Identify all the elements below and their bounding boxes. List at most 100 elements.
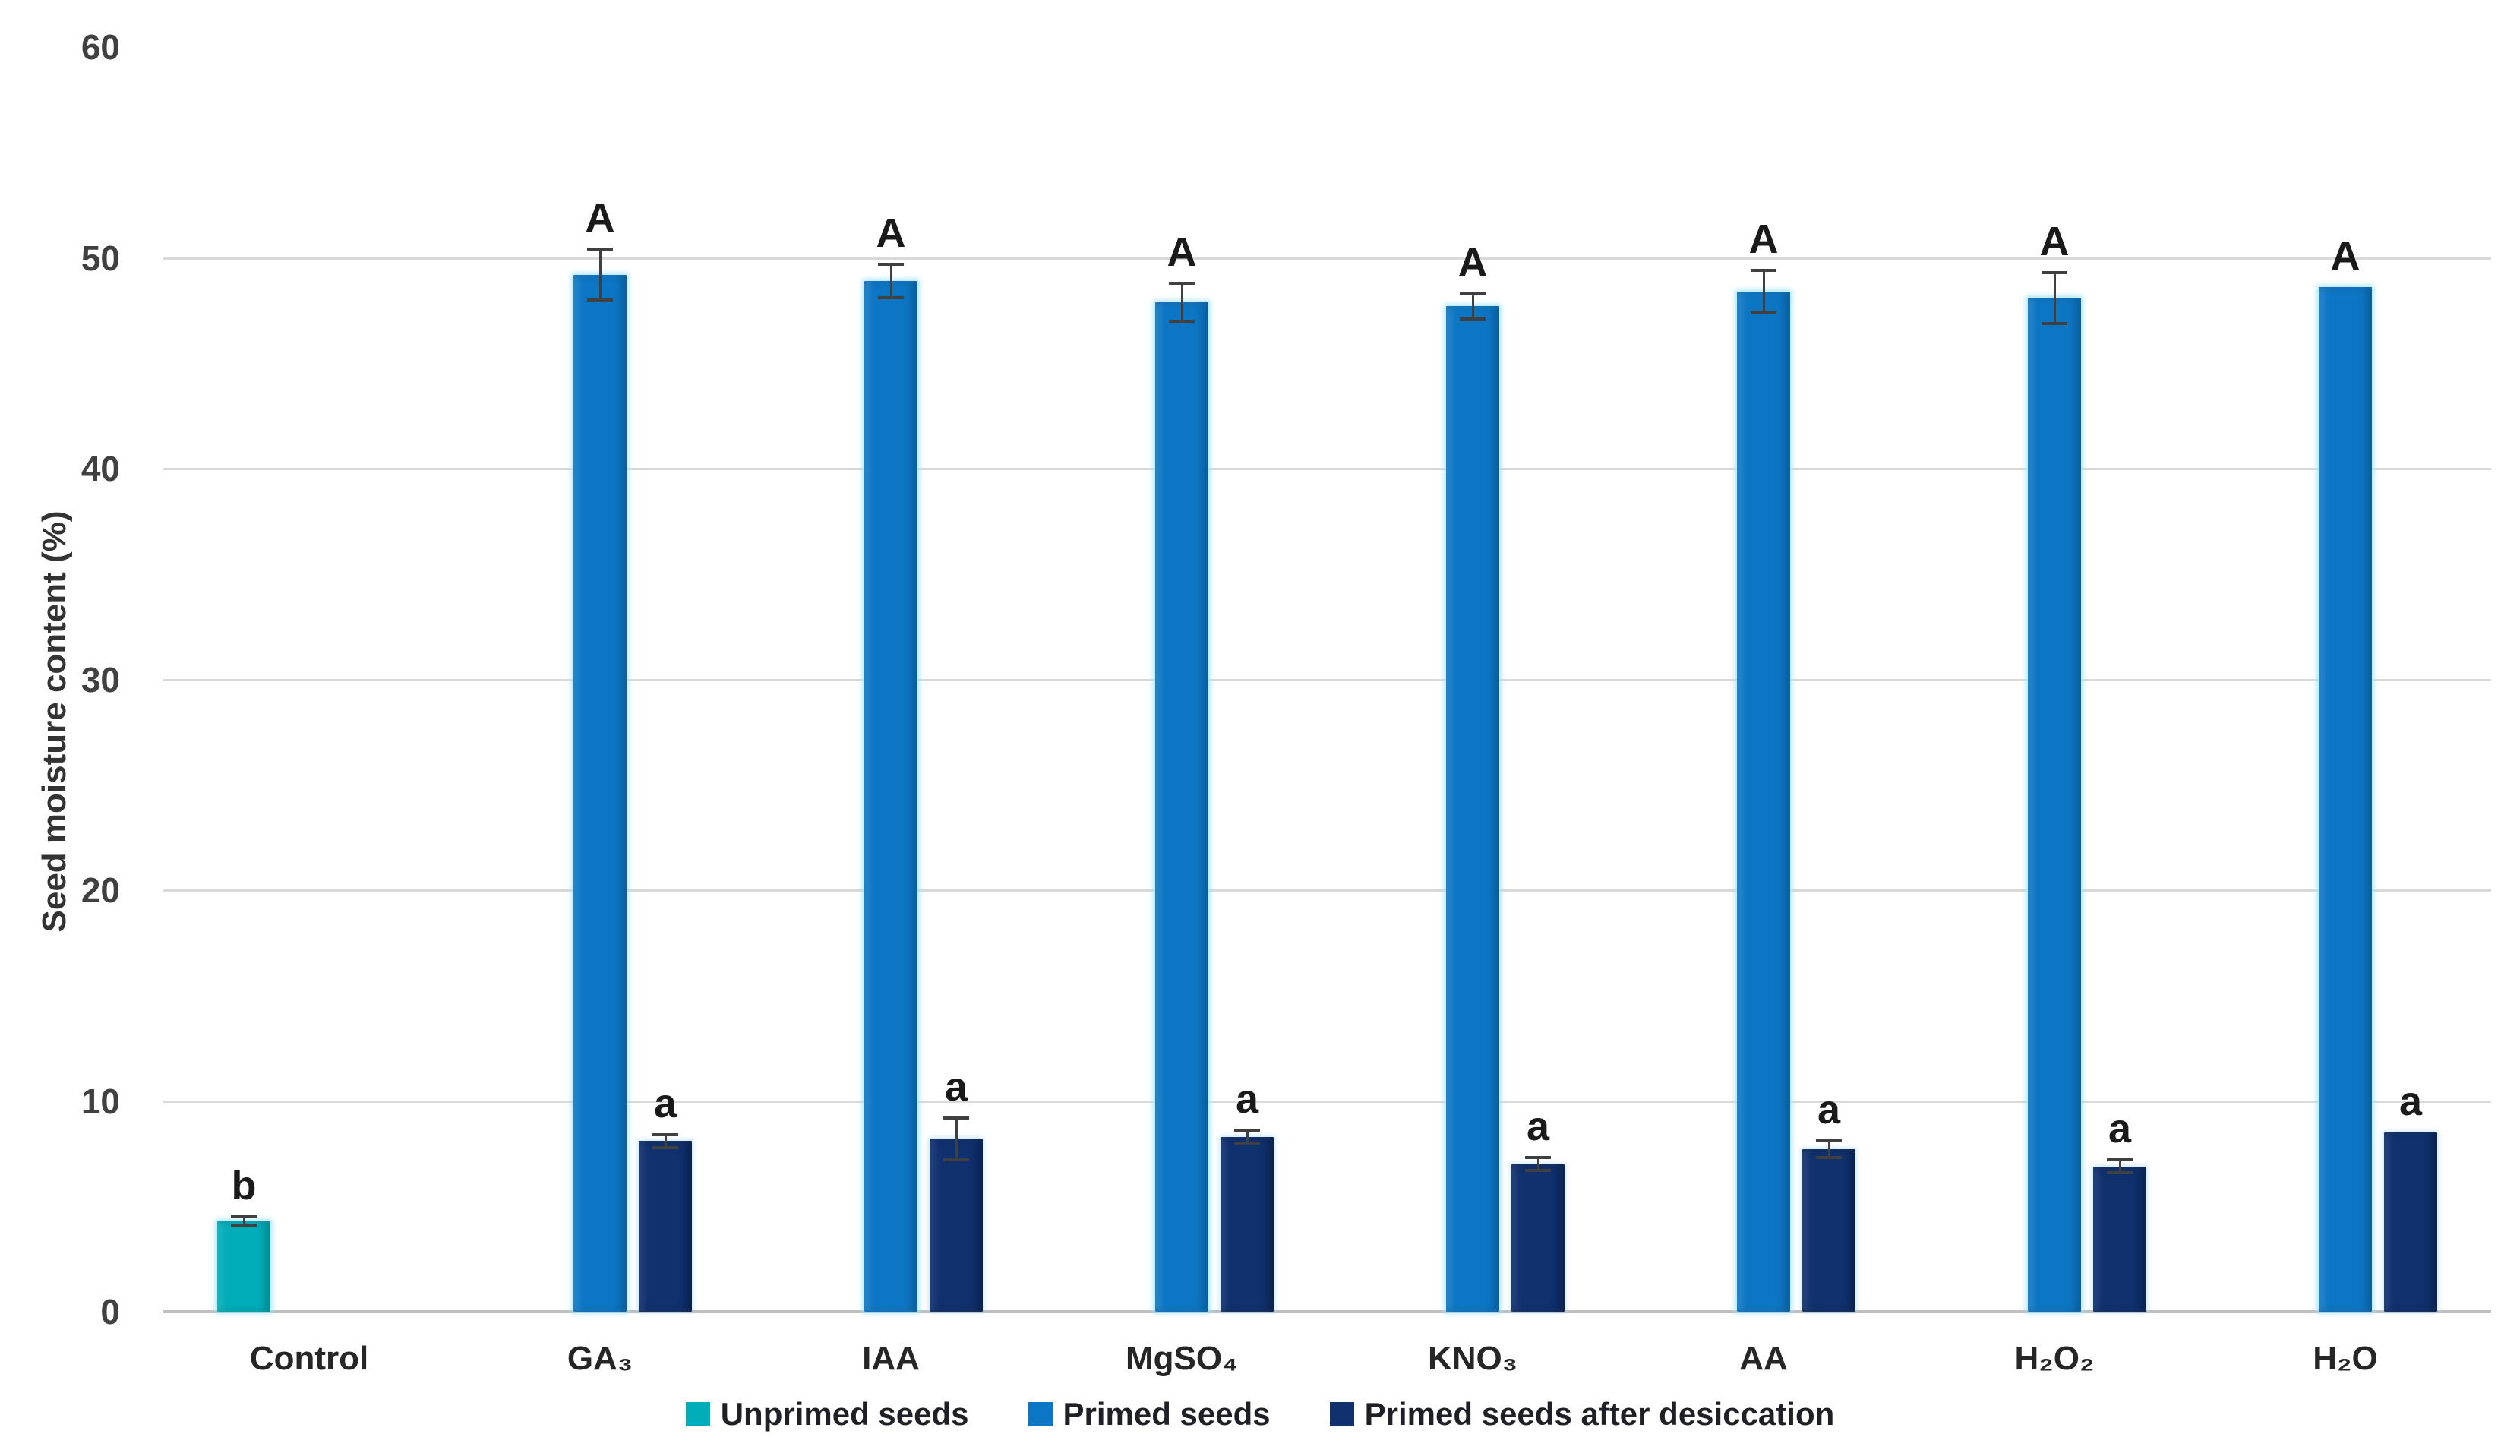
error-bar-cap [1234, 1142, 1260, 1145]
bar [2319, 287, 2372, 1312]
error-bar [1471, 293, 1474, 319]
x-axis-label: AA [1739, 1340, 1788, 1377]
legend-item: Primed seeds after desiccation [1329, 1396, 1835, 1432]
error-bar-cap [943, 1116, 969, 1120]
significance-letter: A [2039, 218, 2070, 264]
bar [1737, 291, 1790, 1312]
gridline [163, 257, 2491, 260]
error-bar-cap [1525, 1156, 1551, 1160]
significance-letter: A [585, 195, 615, 242]
error-bar-cap [1169, 319, 1195, 323]
significance-letter: A [1457, 239, 1488, 286]
significance-letter: a [944, 1063, 968, 1110]
legend-swatch [1329, 1402, 1354, 1426]
bar [1221, 1136, 1274, 1312]
bar [2384, 1132, 2437, 1312]
significance-letter: A [876, 210, 906, 256]
error-bar-cap [1751, 311, 1776, 314]
significance-letter: a [2398, 1079, 2423, 1125]
y-tick-label: 60 [81, 27, 120, 67]
error-bar-cap [231, 1215, 257, 1219]
error-bar-cap [2107, 1158, 2133, 1162]
x-axis-line [163, 1310, 2491, 1313]
bar [639, 1141, 692, 1312]
error-bar-cap [2042, 321, 2067, 325]
bar [930, 1139, 983, 1312]
error-bar-cap [1460, 292, 1486, 295]
error-bar [2118, 1160, 2121, 1173]
significance-letter: a [1526, 1104, 1550, 1150]
significance-letter: A [1167, 229, 1197, 275]
error-bar [242, 1217, 245, 1226]
bar [2093, 1166, 2146, 1312]
error-bar-cap [652, 1132, 678, 1136]
y-tick-label: 20 [81, 870, 120, 910]
bar [2028, 298, 2081, 1312]
significance-letter: b [231, 1163, 257, 1209]
gridline [163, 678, 2491, 681]
significance-letter: a [653, 1080, 677, 1126]
y-tick-label: 50 [81, 238, 120, 278]
error-bar [664, 1134, 667, 1148]
x-axis-label: MgSO₄ [1125, 1340, 1239, 1377]
bar [1511, 1164, 1565, 1312]
y-tick-label: 10 [81, 1081, 120, 1121]
legend-label: Unprimed seeds [720, 1396, 969, 1432]
bar [1155, 302, 1208, 1312]
error-bar-cap [878, 262, 904, 266]
legend-item: Primed seeds [1028, 1396, 1271, 1432]
error-bar [1536, 1158, 1539, 1171]
error-bar [598, 249, 602, 300]
error-bar-cap [1460, 317, 1486, 321]
x-axis-label: KNO₃ [1427, 1340, 1518, 1377]
error-bar-cap [1816, 1156, 1842, 1160]
error-bar-cap [1525, 1169, 1551, 1173]
error-bar [955, 1117, 958, 1161]
legend-label: Primed seeds after desiccation [1364, 1396, 1835, 1432]
bar [1802, 1149, 1855, 1312]
error-bar-cap [1751, 269, 1776, 273]
bar [864, 281, 917, 1312]
bar [217, 1221, 270, 1312]
error-bar [889, 264, 892, 298]
significance-letter: a [2108, 1106, 2132, 1152]
significance-letter: A [1748, 216, 1779, 263]
error-bar [1762, 270, 1765, 313]
y-tick-label: 0 [100, 1292, 120, 1331]
error-bar-cap [2107, 1170, 2133, 1174]
significance-letter: A [2330, 233, 2361, 280]
bar [573, 274, 627, 1312]
error-bar-cap [1234, 1129, 1260, 1132]
x-axis-label: H₂O [2313, 1340, 2378, 1377]
legend-item: Unprimed seeds [685, 1396, 969, 1432]
x-axis-label: H₂O₂ [2014, 1340, 2095, 1377]
y-tick-label: 30 [81, 659, 120, 700]
error-bar [1246, 1130, 1249, 1143]
x-axis-label: GA₃ [567, 1340, 633, 1377]
legend-label: Primed seeds [1063, 1396, 1271, 1432]
error-bar-cap [231, 1224, 257, 1227]
error-bar-cap [943, 1158, 969, 1162]
error-bar-cap [652, 1145, 678, 1149]
error-bar-cap [587, 298, 613, 302]
x-axis-label: IAA [862, 1340, 920, 1377]
y-tick-label: 40 [81, 449, 120, 488]
error-bar-cap [1169, 281, 1195, 285]
error-bar-cap [587, 248, 613, 251]
error-bar-cap [2042, 270, 2067, 274]
significance-letter: a [1235, 1076, 1259, 1123]
error-bar-cap [878, 296, 904, 300]
legend-swatch [685, 1402, 710, 1426]
error-bar [1827, 1141, 1830, 1158]
gridline [163, 1100, 2491, 1103]
significance-letter: a [1817, 1087, 1841, 1133]
legend-swatch [1028, 1402, 1053, 1426]
gridline [163, 468, 2491, 470]
x-axis-label: Control [249, 1340, 369, 1377]
error-bar [1180, 283, 1183, 321]
gridline [163, 889, 2491, 892]
error-bar-cap [1816, 1139, 1842, 1143]
legend: Unprimed seeds Primed seeds Primed seeds a… [0, 1396, 2520, 1432]
error-bar [2053, 272, 2056, 324]
